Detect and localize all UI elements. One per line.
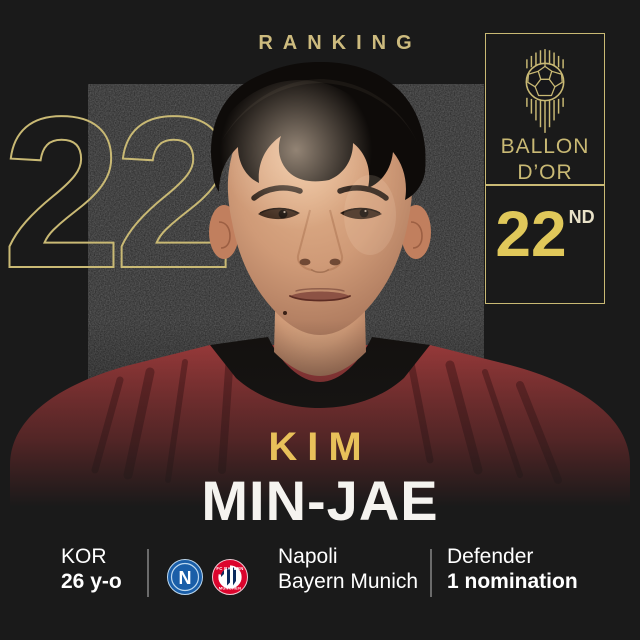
svg-text:FC BAYERN: FC BAYERN [216,566,243,571]
svg-text:MÜNCHEN: MÜNCHEN [219,586,242,591]
svg-text:N: N [179,568,192,588]
